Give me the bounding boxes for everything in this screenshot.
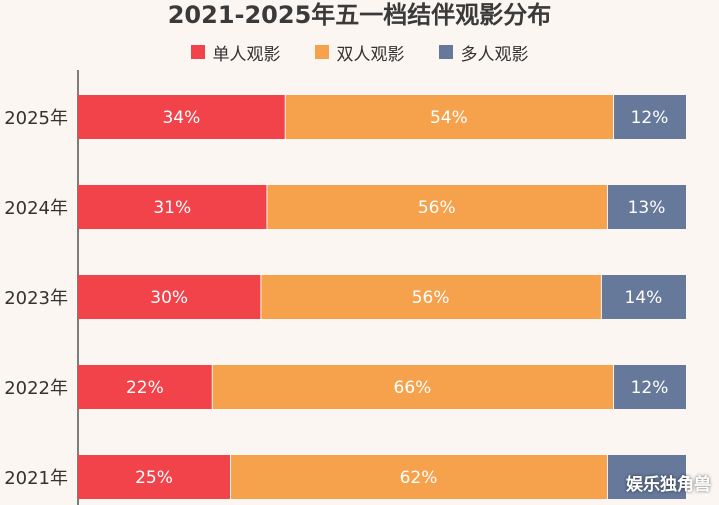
data-label: 22% xyxy=(126,378,164,398)
bar-segment xyxy=(285,95,614,139)
data-label: 12% xyxy=(631,378,669,398)
legend-label-pair: 双人观影 xyxy=(336,44,405,65)
legend-swatch-single xyxy=(190,45,205,59)
data-label: 13% xyxy=(628,198,666,218)
bar-segment xyxy=(607,185,686,229)
bar-segment xyxy=(78,95,285,139)
bar-segment xyxy=(261,275,601,319)
data-label: 62% xyxy=(400,468,438,488)
legend-label-group: 多人观影 xyxy=(460,44,529,65)
legend-item-single: 单人观影 xyxy=(190,40,281,65)
legend-item-pair: 双人观影 xyxy=(314,40,405,65)
data-label: 56% xyxy=(418,198,456,218)
bar-segment xyxy=(212,365,614,409)
bar-segment xyxy=(267,185,607,229)
data-label: 54% xyxy=(430,108,468,128)
data-label: 34% xyxy=(162,108,200,128)
bar-segment xyxy=(607,455,686,499)
data-label: 25% xyxy=(135,468,173,488)
data-label: 14% xyxy=(625,288,663,308)
category-label: 2021年 xyxy=(4,468,68,489)
bar-segment xyxy=(231,455,607,499)
legend-swatch-group xyxy=(438,45,453,59)
bar-segment xyxy=(78,185,267,229)
chart-title: 2021-2025年五一档结伴观影分布 xyxy=(167,1,552,29)
bar-segment xyxy=(78,365,212,409)
bar-segment xyxy=(78,275,261,319)
data-label: 12% xyxy=(631,108,669,128)
bar-segment xyxy=(78,455,230,499)
data-label: 30% xyxy=(150,288,188,308)
bar-segment xyxy=(601,275,686,319)
category-label: 2024年 xyxy=(4,198,68,219)
data-label: 56% xyxy=(412,288,450,308)
watermark: 娱乐独角兽 xyxy=(626,475,711,495)
category-label: 2025年 xyxy=(4,108,68,129)
legend-swatch-pair xyxy=(314,45,329,59)
category-label: 2023年 xyxy=(4,288,68,309)
data-label: 66% xyxy=(394,378,432,398)
bar-segment xyxy=(614,95,686,139)
legend-label-single: 单人观影 xyxy=(212,44,281,65)
bar-segment xyxy=(614,365,686,409)
legend: 单人观影 双人观影 多人观影 xyxy=(0,40,719,65)
category-label: 2022年 xyxy=(4,378,68,399)
data-label: 31% xyxy=(153,198,191,218)
legend-item-group: 多人观影 xyxy=(438,40,529,65)
